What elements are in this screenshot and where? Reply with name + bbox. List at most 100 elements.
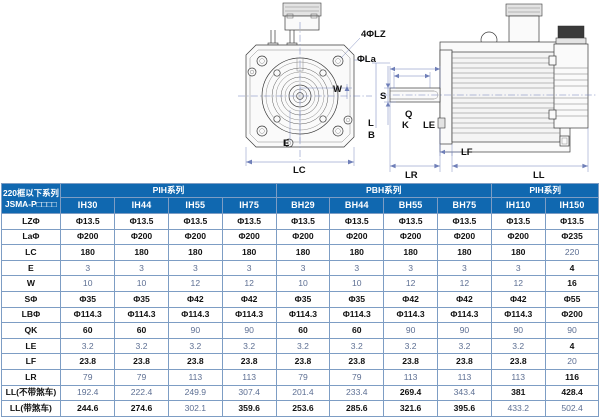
label-ll: LL xyxy=(533,170,545,181)
cell-bh29: 253.6 xyxy=(275,400,331,417)
mount-tab-bottom xyxy=(559,135,570,147)
cell-ih110: 113 xyxy=(490,368,546,386)
label-w: W xyxy=(333,84,342,95)
row-label: LC xyxy=(0,244,62,261)
cell-ih150: 4 xyxy=(544,337,600,355)
cell-ih75: 3 xyxy=(221,259,277,277)
table-row: LF 23.8 23.8 23.8 23.8 23.8 23.8 23.8 23.8 23.8 20 xyxy=(0,353,600,370)
cell-ih75: 180 xyxy=(221,244,277,261)
cell-ih55: Φ200 xyxy=(167,228,223,246)
label-4philz: 4ΦLZ xyxy=(361,29,386,40)
table-corner-header: 220框以下系列 JSMA-P□□□□ xyxy=(0,183,62,214)
cell-bh44: 285.6 xyxy=(329,400,385,417)
table-row: LC 180 180 180 180 180 180 180 180 180 220 xyxy=(0,244,600,261)
cell-ih44: 10 xyxy=(114,275,169,292)
cell-ih150: 4 xyxy=(544,259,600,277)
cell-ih150: Φ235 xyxy=(544,228,600,246)
row-label: LL(不带煞车) xyxy=(0,384,62,402)
lug-bottom xyxy=(284,138,294,148)
cell-bh44: 79 xyxy=(329,368,385,386)
cell-ih30: 192.4 xyxy=(60,384,116,402)
cell-ih55: 3 xyxy=(167,259,223,277)
bolt-hole-br xyxy=(332,125,344,137)
cell-bh75: 90 xyxy=(437,322,492,339)
cell-ih75: 23.8 xyxy=(221,353,277,370)
cell-ih75: 307.4 xyxy=(221,384,277,402)
cell-bh55: 180 xyxy=(383,244,438,261)
row-label: LR xyxy=(0,368,62,386)
cell-bh44: 3 xyxy=(329,259,385,277)
row-label: QK xyxy=(0,322,62,339)
flange-bolt-2 xyxy=(319,69,327,77)
cell-ih55: 90 xyxy=(167,322,223,339)
group-header-pih-2: PIH系列 xyxy=(490,183,600,198)
encoder-tab-bottom xyxy=(548,109,557,120)
cell-ih55: 180 xyxy=(167,244,223,261)
cell-ih75: Φ200 xyxy=(221,228,277,246)
cell-bh44: 60 xyxy=(329,322,385,339)
bolt-hole-tl xyxy=(256,55,268,67)
cell-ih110: Φ13.5 xyxy=(490,213,546,230)
row-label: LZΦ xyxy=(0,213,62,230)
encoder-fins xyxy=(554,67,588,117)
model-header-bh55: BH55 xyxy=(383,197,438,214)
cell-bh55: Φ114.3 xyxy=(383,306,438,324)
cell-bh44: 3.2 xyxy=(329,337,385,355)
cell-ih110: 381 xyxy=(490,384,546,402)
cell-bh44: 233.4 xyxy=(329,384,385,402)
cell-ih44: Φ35 xyxy=(114,290,169,308)
cad-svg: 4ΦLZ ΦLa W E LC xyxy=(238,2,596,181)
cell-bh29: 60 xyxy=(275,322,331,339)
flange-bolt-1 xyxy=(273,69,281,77)
cell-bh29: Φ114.3 xyxy=(275,306,331,324)
cell-bh55: 3.2 xyxy=(383,337,438,355)
cell-bh29: 3 xyxy=(275,259,331,277)
cell-bh29: 201.4 xyxy=(275,384,331,402)
connector-body xyxy=(284,15,320,31)
bolt-hole-tr xyxy=(332,55,344,67)
row-label: E xyxy=(0,259,62,277)
cell-ih110: 180 xyxy=(490,244,546,261)
cell-bh44: Φ13.5 xyxy=(329,213,385,230)
cell-bh55: 12 xyxy=(383,275,438,292)
cell-ih150: 16 xyxy=(544,275,600,292)
table-row: SΦ Φ35 Φ35 Φ42 Φ42 Φ35 Φ35 Φ42 Φ42 Φ42 Φ55 xyxy=(0,290,600,308)
table-row: LL(不带煞车) 192.4 222.4 249.9 307.4 201.4 233.4 26… xyxy=(0,384,600,402)
side-view: S L B Q K xyxy=(368,3,596,181)
cell-ih30: Φ13.5 xyxy=(60,213,116,230)
row-label: LBΦ xyxy=(0,306,62,324)
specification-table: 220框以下系列 JSMA-P□□□□ PIH系列 PBH系列 PIH系列 IH… xyxy=(0,183,600,417)
cell-ih150: 90 xyxy=(544,322,600,339)
cell-ih44: 79 xyxy=(114,368,169,386)
cell-ih110: 433.2 xyxy=(490,400,546,417)
side-connector-body xyxy=(508,15,540,43)
cell-ih150: Φ200 xyxy=(544,306,600,324)
row-label: LL(带煞车) xyxy=(0,400,62,417)
flange-bolt-3 xyxy=(273,115,281,123)
specification-table-wrapper: 220框以下系列 JSMA-P□□□□ PIH系列 PBH系列 PIH系列 IH… xyxy=(0,182,600,417)
cell-ih110: Φ200 xyxy=(490,228,546,246)
label-lc: LC xyxy=(293,165,306,176)
motor-barrel xyxy=(451,51,561,143)
cell-bh75: Φ200 xyxy=(437,228,492,246)
model-header-ih150: IH150 xyxy=(544,197,600,214)
cell-ih30: 244.6 xyxy=(60,400,116,417)
cell-bh55: Φ42 xyxy=(383,290,438,308)
cell-ih30: 3.2 xyxy=(60,337,116,355)
cell-bh75: 23.8 xyxy=(437,353,492,370)
label-k: K xyxy=(402,120,409,131)
group-header-pih-1: PIH系列 xyxy=(60,183,277,198)
cell-bh29: 3.2 xyxy=(275,337,331,355)
cell-ih44: 3.2 xyxy=(114,337,169,355)
label-lf: LF xyxy=(461,147,473,158)
label-l: L xyxy=(368,118,374,129)
cell-bh29: Φ13.5 xyxy=(275,213,331,230)
model-header-ih44: IH44 xyxy=(114,197,169,214)
lug-right-bottom xyxy=(343,115,353,125)
cell-ih30: 3 xyxy=(60,259,116,277)
cell-ih75: 359.6 xyxy=(221,400,277,417)
cell-ih75: 113 xyxy=(221,368,277,386)
label-le: LE xyxy=(423,120,435,131)
cell-ih44: Φ13.5 xyxy=(114,213,169,230)
